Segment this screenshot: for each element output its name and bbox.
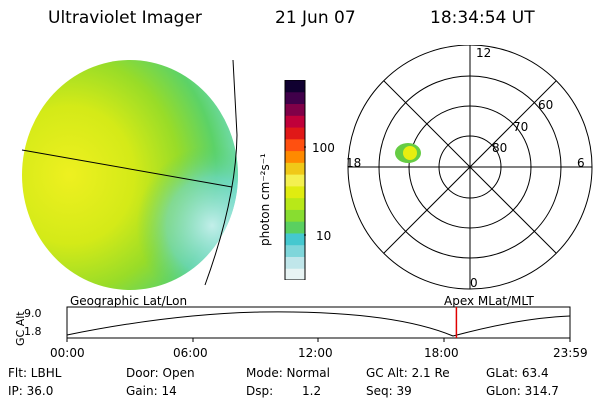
colorbar-band [285, 91, 305, 105]
lat-label-80: 80 [492, 141, 508, 155]
colorbar-band [285, 138, 305, 152]
earth-uv-image [21, 59, 238, 290]
colorbar [284, 80, 306, 280]
colorbar-band [285, 185, 305, 199]
seq-readout: Seq: 39 [366, 384, 412, 398]
colorbar-band [285, 221, 305, 234]
tick-1800: 18:00 [424, 346, 459, 360]
colorbar-band [285, 256, 305, 269]
glat-readout: GLat: 63.4 [486, 366, 549, 380]
app-title: Ultraviolet Imager [48, 8, 202, 28]
mlt-label-6: 6 [577, 156, 585, 170]
colorbar-tick-100: 100 [312, 141, 335, 155]
colorbar-band [285, 232, 305, 246]
polar-plot [347, 45, 593, 290]
colorbar-tick-10: 10 [316, 229, 332, 243]
time-readout: 18:34:54 UT [430, 8, 535, 28]
tick-2359: 23:59 [553, 346, 588, 360]
lat-label-70: 70 [513, 120, 529, 134]
colorbar-band [285, 80, 305, 93]
gain-readout: Gain: 14 [126, 384, 177, 398]
date-readout: 21 Jun 07 [275, 8, 356, 28]
colorbar-band [285, 268, 305, 280]
gc-alt-readout: GC Alt: 2.1 Re [366, 366, 450, 380]
lat-label-60: 60 [538, 98, 554, 112]
altitude-curve [66, 311, 571, 337]
colorbar-band [285, 127, 305, 140]
colorbar-band [285, 244, 305, 257]
y-min-label: 1.8 [24, 325, 42, 338]
colorbar-band [285, 197, 305, 210]
geographic-caption: Geographic Lat/Lon [70, 294, 188, 308]
timeline-plot [66, 306, 571, 342]
mode-readout: Mode: Normal [246, 366, 330, 380]
colorbar-band [285, 115, 305, 128]
colorbar-band [285, 103, 305, 116]
colorbar-band [285, 209, 305, 222]
tick-0600: 06:00 [173, 346, 208, 360]
mlt-label-12: 12 [476, 46, 492, 60]
door-readout: Door: Open [126, 366, 195, 380]
colorbar-band [285, 162, 305, 175]
ip-readout: IP: 36.0 [8, 384, 54, 398]
apex-caption: Apex MLat/MLT [444, 294, 534, 308]
tick-0000: 00:00 [50, 346, 85, 360]
glon-readout: GLon: 314.7 [486, 384, 559, 398]
tick-1200: 12:00 [298, 346, 333, 360]
colorbar-unit-label: photon cm⁻²s⁻¹ [258, 153, 272, 246]
y-max-label: 9.0 [24, 307, 42, 320]
mlt-label-18: 18 [346, 156, 362, 170]
terminator-line [204, 59, 238, 286]
mlt-label-0: 0 [470, 276, 478, 290]
night-side-shading [22, 60, 238, 290]
dsp-label: Dsp: [246, 384, 274, 398]
colorbar-band [285, 174, 305, 187]
filter-readout: Flt: LBHL [8, 366, 62, 380]
colorbar-band [285, 150, 305, 163]
dsp-value: 1.2 [302, 384, 322, 398]
latitude-line [21, 149, 233, 188]
